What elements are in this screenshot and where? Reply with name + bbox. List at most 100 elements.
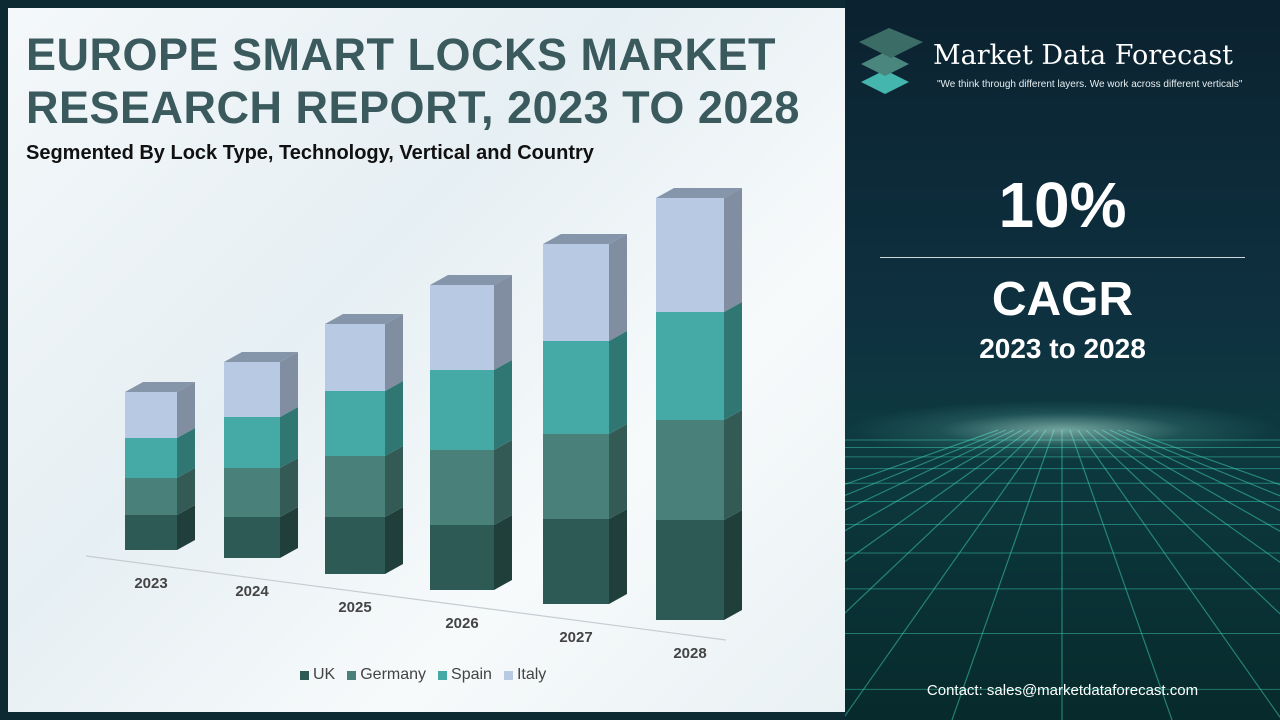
bar-segment-spain-2028 — [656, 312, 724, 420]
page-subtitle: Segmented By Lock Type, Technology, Vert… — [26, 142, 594, 164]
bar-side-spain-2028 — [724, 302, 742, 420]
stacked-bar-chart: 2023 2024 2025 2026 2027 2028 — [85, 188, 742, 662]
legend-swatch — [300, 670, 309, 680]
bar-side-italy-2023 — [177, 382, 195, 438]
bar-segment-uk-2025 — [325, 517, 385, 574]
bar-segment-spain-2023 — [125, 438, 177, 478]
legend-item-italy: Italy — [503, 666, 547, 684]
bar-side-germany-2028 — [724, 410, 742, 520]
grid-line — [1093, 429, 1280, 563]
bar-side-germany-2025 — [385, 446, 403, 517]
grid-line — [845, 429, 1047, 717]
bar-segment-uk-2024 — [224, 517, 280, 558]
bar-segment-spain-2024 — [224, 417, 280, 468]
x-tick-label: 2023 — [134, 575, 167, 592]
grid-line — [845, 429, 1015, 511]
bar-side-spain-2026 — [494, 360, 512, 450]
legend-swatch — [347, 670, 357, 680]
bar-side-uk-2024 — [280, 507, 298, 558]
bar-side-italy-2027 — [609, 234, 627, 341]
bar-segment-spain-2027 — [543, 341, 609, 434]
bar-side-italy-2024 — [280, 352, 298, 417]
bar-segment-italy-2025 — [325, 324, 385, 391]
grid-line — [845, 429, 999, 486]
bar-side-spain-2025 — [385, 381, 403, 456]
divider — [880, 257, 1245, 258]
x-tick-label: 2027 — [559, 629, 592, 646]
bar-side-uk-2025 — [385, 507, 403, 574]
contact-email[interactable]: Contact: sales@marketdataforecast.com — [926, 682, 1199, 699]
cagr-period: 2023 to 2028 — [979, 333, 1146, 364]
grid-line — [1085, 429, 1280, 615]
grid-line — [951, 429, 1055, 720]
x-tick-label: 2026 — [445, 615, 478, 632]
bar-2028 — [656, 188, 742, 620]
horizon-glow — [845, 400, 1280, 460]
legend-label: UK — [313, 666, 336, 683]
bar-side-uk-2023 — [177, 505, 195, 550]
bar-segment-spain-2026 — [430, 370, 494, 450]
bar-segment-italy-2027 — [543, 244, 609, 341]
legend-item-uk: UK — [300, 666, 335, 684]
bar-side-germany-2027 — [609, 424, 627, 519]
bar-side-italy-2026 — [494, 275, 512, 370]
bar-top-2026 — [430, 275, 512, 285]
bar-side-germany-2026 — [494, 440, 512, 525]
grid-line — [1077, 429, 1280, 719]
cagr-value: 10% — [998, 169, 1127, 241]
bar-segment-germany-2026 — [430, 450, 494, 525]
bar-side-spain-2023 — [177, 428, 195, 478]
bar-segment-italy-2024 — [224, 362, 280, 417]
bar-top-2023 — [125, 382, 195, 392]
bar-side-spain-2027 — [609, 331, 627, 434]
bar-segment-germany-2023 — [125, 478, 177, 515]
grid-line — [845, 429, 1031, 563]
chart-panel: EUROPE SMART LOCKS MARKET RESEARCH REPORT… — [8, 8, 845, 712]
legend-label: Germany — [360, 666, 427, 683]
bar-2025 — [325, 314, 403, 574]
bar-side-uk-2026 — [494, 515, 512, 590]
grid-line — [1117, 429, 1280, 497]
bar-segment-germany-2025 — [325, 456, 385, 517]
title-line-1: EUROPE SMART LOCKS MARKET — [26, 29, 777, 80]
grid-floor-graphic — [845, 429, 1280, 720]
grid-line — [845, 429, 1007, 497]
grid-line — [1109, 429, 1280, 512]
brand-tagline: "We think through different layers. We w… — [937, 79, 1243, 90]
cagr-label: CAGR — [991, 273, 1134, 326]
legend-label: Italy — [516, 666, 547, 683]
bar-segment-germany-2027 — [543, 434, 609, 519]
grid-line — [1069, 429, 1173, 720]
bar-side-uk-2028 — [724, 510, 742, 620]
grid-line — [1101, 429, 1280, 532]
x-tick-label: 2025 — [338, 599, 371, 616]
legend-swatch — [438, 670, 448, 680]
bar-segment-uk-2028 — [656, 520, 724, 620]
bar-segment-italy-2026 — [430, 285, 494, 370]
bar-segment-spain-2025 — [325, 391, 385, 456]
brand-name: Market Data Forecast — [933, 40, 1234, 71]
bar-side-germany-2023 — [177, 468, 195, 515]
bar-segment-italy-2023 — [125, 392, 177, 438]
bar-segment-italy-2028 — [656, 198, 724, 312]
bar-top-2028 — [656, 188, 742, 198]
x-axis-line — [85, 555, 727, 641]
bar-2023 — [125, 382, 195, 550]
bar-segment-germany-2028 — [656, 420, 724, 520]
bar-top-2024 — [224, 352, 298, 362]
bar-2024 — [224, 352, 298, 558]
legend-label: Spain — [451, 666, 492, 683]
bar-side-spain-2024 — [280, 407, 298, 468]
bar-side-germany-2024 — [280, 458, 298, 517]
bar-top-2025 — [325, 314, 403, 324]
bar-top-2027 — [543, 234, 627, 244]
x-tick-label: 2024 — [235, 583, 269, 600]
x-tick-label: 2028 — [673, 645, 706, 662]
bar-segment-germany-2024 — [224, 468, 280, 517]
legend-item-spain: Spain — [438, 666, 492, 684]
bar-segment-uk-2026 — [430, 525, 494, 590]
bar-2027 — [543, 234, 627, 604]
bar-side-uk-2027 — [609, 509, 627, 604]
legend: UK Germany Spain Italy — [300, 666, 546, 684]
bar-2026 — [430, 275, 512, 590]
